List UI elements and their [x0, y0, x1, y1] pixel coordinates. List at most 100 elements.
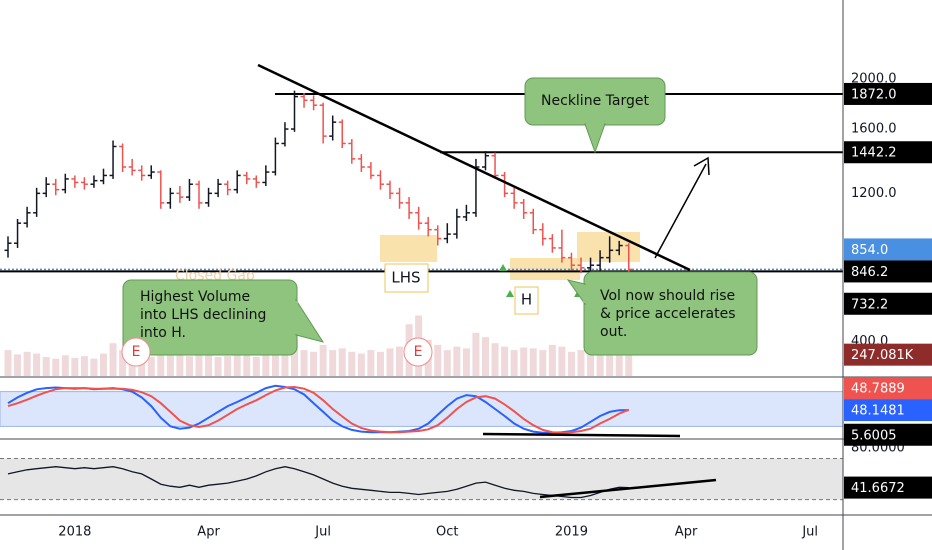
price-tag [844, 82, 932, 105]
callout-text: out. [600, 324, 627, 340]
volume-bar [71, 357, 79, 376]
price-tag-label: 48.7889 [851, 382, 905, 397]
volume-bar [396, 346, 404, 376]
earnings-marker [121, 337, 151, 367]
volume-bar [195, 351, 203, 376]
volume-bar [491, 343, 499, 376]
volume-bar [119, 350, 127, 376]
volume-bar [615, 351, 623, 376]
volume-bar [596, 353, 604, 376]
signal-marker [506, 290, 514, 297]
volume-bar [443, 350, 451, 376]
x-tick-label: Jul [314, 525, 331, 540]
volume-bar [539, 350, 547, 376]
volume-bar [348, 351, 356, 376]
stoch-line [7, 385, 630, 434]
callout-joint [583, 285, 587, 303]
volume-bar [548, 344, 556, 376]
signal-marker [499, 264, 507, 271]
price-tag [844, 343, 932, 366]
volume-bar [520, 347, 528, 376]
volume-bar [577, 350, 585, 376]
x-tick-label: Apr [197, 525, 220, 540]
x-tick-label: 2019 [555, 525, 588, 540]
price-tag [844, 292, 932, 315]
earnings-marker [403, 337, 433, 367]
callout [583, 271, 758, 356]
y-tick-label: 1600.0 [851, 122, 897, 137]
price-tag-label: 247.081K [851, 348, 914, 363]
volume-bar [138, 355, 146, 376]
x-tick-label: Jul [801, 525, 818, 540]
callout-text: Highest Volume [140, 289, 250, 305]
price-tag [844, 399, 932, 422]
earnings-label: E [414, 344, 423, 360]
volume-bar [558, 346, 566, 376]
pattern-label-box [514, 286, 539, 315]
volume-bar [319, 344, 327, 376]
stoch-band [0, 391, 844, 427]
volume-bar [501, 346, 509, 376]
volume-bar [90, 358, 98, 376]
volume-bar [453, 346, 461, 376]
volume-bar [376, 351, 384, 376]
callout-joint [586, 123, 604, 126]
rsi-trend-line [539, 478, 717, 499]
volume-bar [243, 355, 251, 376]
x-tick-label: Oct [436, 525, 458, 540]
volume-bar [157, 347, 165, 376]
lhs-box [380, 235, 437, 262]
volume-bar [166, 353, 174, 376]
price-tag-label: 854.0 [851, 243, 888, 258]
callout-joint [294, 301, 298, 334]
x-tick-label: 2018 [58, 525, 91, 540]
callout-text: into H. [140, 325, 186, 341]
callout-text: Neckline Target [541, 93, 649, 109]
time-axis-background [0, 515, 843, 550]
volume-bar [224, 356, 232, 376]
drawings: Closed Gap Neckline Target Highest Volum… [121, 63, 758, 499]
volume-bar [606, 350, 614, 376]
volume-bar [271, 345, 279, 376]
volume-bar [42, 357, 50, 376]
volume-bar [281, 347, 289, 376]
price-tag [844, 377, 932, 400]
volume-bar [482, 337, 489, 376]
y-tick-label: 2000.0 [851, 72, 897, 87]
volume-bar [14, 354, 22, 376]
volume-bar [100, 353, 107, 376]
volume-bar [386, 348, 394, 376]
volume-bar [510, 350, 518, 376]
volume-bar [4, 350, 12, 376]
volume-bar [23, 351, 31, 376]
volume-bar [587, 348, 595, 376]
volume-bar [233, 354, 241, 376]
volume-bar [567, 351, 575, 376]
price-tag [844, 238, 932, 261]
volume-bar [310, 351, 318, 376]
volume-bar [291, 339, 298, 376]
volume-bar [147, 357, 155, 376]
volume-bar [176, 355, 184, 376]
volume-bar [214, 357, 222, 376]
volume-bar [80, 356, 88, 376]
rsi-line [7, 466, 629, 499]
callout-text: into LHS declining [140, 307, 266, 323]
y-tick-label: 1200.0 [851, 186, 897, 201]
callout-text: Vol now should rise [600, 288, 735, 304]
stoch-trend-line [482, 432, 681, 438]
arrow-line [654, 163, 707, 259]
earnings-label: E [132, 344, 141, 360]
volume-bar [33, 353, 41, 376]
callout-text: & price accelerates [600, 306, 735, 322]
arrow-head [693, 156, 710, 176]
volume-bar [357, 353, 365, 376]
volume-bar [472, 332, 480, 376]
price-tag [844, 141, 932, 164]
volume-bar [434, 344, 442, 376]
volume-bar [462, 348, 470, 376]
price-tag-label: 41.6672 [851, 481, 905, 496]
price-tag-label: 1442.2 [851, 146, 897, 161]
